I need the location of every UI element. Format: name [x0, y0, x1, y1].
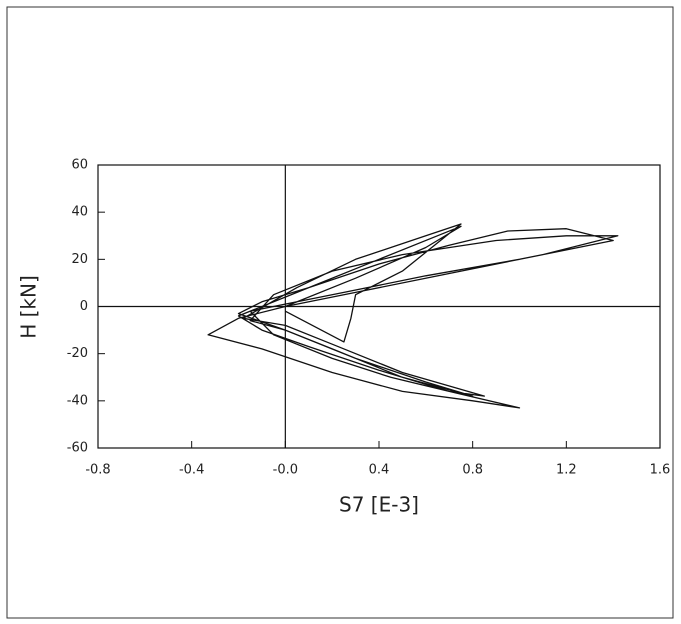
y-tick-label: -60 — [67, 441, 88, 456]
x-tick-label: 0.4 — [369, 463, 390, 478]
y-tick-label: -20 — [67, 346, 88, 361]
y-tick-label: 60 — [71, 158, 88, 173]
x-tick-label: 0.8 — [462, 463, 483, 478]
x-tick-label: 1.2 — [556, 463, 577, 478]
page-border — [6, 6, 674, 619]
hysteresis-line — [207, 223, 619, 409]
x-axis-label: S7 [E-3] — [339, 493, 419, 517]
y-axis-label: H [kN] — [17, 275, 41, 339]
y-tick-label: 40 — [71, 205, 88, 220]
y-tick-label: 20 — [71, 252, 88, 267]
x-tick-label: 1.6 — [650, 463, 671, 478]
y-tick-label: -40 — [67, 393, 88, 408]
y-tick-label: 0 — [80, 299, 88, 314]
x-tick-label: -0.4 — [179, 463, 204, 478]
x-tick-label: -0.8 — [85, 463, 110, 478]
x-tick-label: -0.0 — [273, 463, 298, 478]
